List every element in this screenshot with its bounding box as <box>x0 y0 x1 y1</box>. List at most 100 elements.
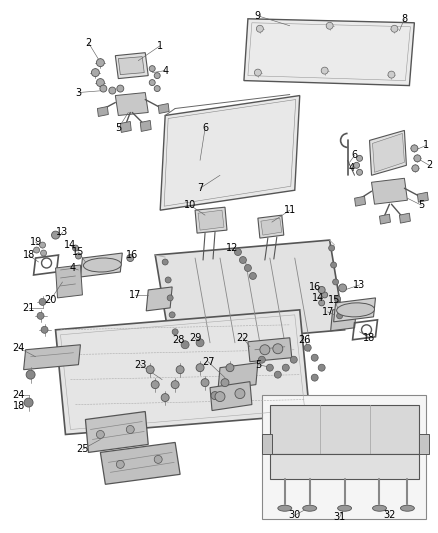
Text: 15: 15 <box>328 295 340 305</box>
Circle shape <box>290 356 297 363</box>
Text: 9: 9 <box>254 11 260 21</box>
Polygon shape <box>115 93 148 116</box>
Circle shape <box>256 25 263 32</box>
Circle shape <box>390 25 397 32</box>
Polygon shape <box>120 122 131 132</box>
Polygon shape <box>100 442 180 484</box>
Polygon shape <box>261 394 425 519</box>
Text: 6: 6 <box>201 124 208 133</box>
Text: 10: 10 <box>184 200 196 210</box>
Circle shape <box>167 295 173 301</box>
Text: 4: 4 <box>162 66 168 76</box>
Text: 6: 6 <box>351 150 357 160</box>
Circle shape <box>39 298 46 305</box>
Polygon shape <box>378 214 389 224</box>
Polygon shape <box>55 310 309 434</box>
Circle shape <box>169 312 175 318</box>
Circle shape <box>353 163 359 168</box>
Polygon shape <box>269 455 418 479</box>
Text: 20: 20 <box>44 295 57 305</box>
Polygon shape <box>371 178 406 204</box>
Circle shape <box>220 378 229 386</box>
Circle shape <box>258 356 265 363</box>
Circle shape <box>162 259 168 265</box>
Text: 30: 30 <box>288 510 300 520</box>
Polygon shape <box>418 434 428 455</box>
Text: 24: 24 <box>12 390 25 400</box>
Polygon shape <box>140 120 151 132</box>
Text: 18: 18 <box>22 250 35 260</box>
Circle shape <box>325 22 332 29</box>
Text: 16: 16 <box>126 250 138 260</box>
Polygon shape <box>155 240 344 345</box>
Circle shape <box>332 279 338 285</box>
Circle shape <box>96 78 104 86</box>
Circle shape <box>274 371 281 378</box>
Text: 26: 26 <box>298 335 310 345</box>
Circle shape <box>215 392 224 401</box>
Polygon shape <box>115 53 148 78</box>
Ellipse shape <box>372 505 385 511</box>
Text: 1: 1 <box>157 41 163 51</box>
Polygon shape <box>244 19 413 86</box>
Text: 25: 25 <box>76 445 88 455</box>
Polygon shape <box>85 411 148 453</box>
Circle shape <box>126 425 134 433</box>
Text: 17: 17 <box>129 290 141 300</box>
Ellipse shape <box>83 258 121 272</box>
Ellipse shape <box>302 505 316 511</box>
Circle shape <box>72 245 78 251</box>
Polygon shape <box>333 298 374 322</box>
Circle shape <box>356 169 362 175</box>
Circle shape <box>254 69 261 76</box>
Circle shape <box>330 262 336 268</box>
Circle shape <box>26 370 35 379</box>
Circle shape <box>234 389 244 399</box>
Polygon shape <box>158 103 169 114</box>
Polygon shape <box>260 218 281 235</box>
Text: 28: 28 <box>172 335 184 345</box>
Text: 4: 4 <box>348 163 354 173</box>
Polygon shape <box>146 287 172 311</box>
Text: 1: 1 <box>422 140 428 150</box>
Circle shape <box>410 145 417 152</box>
Text: 7: 7 <box>197 183 203 193</box>
Circle shape <box>196 364 204 372</box>
Text: 16: 16 <box>308 282 320 292</box>
Polygon shape <box>55 265 82 298</box>
Circle shape <box>311 374 318 381</box>
Circle shape <box>154 72 160 78</box>
Circle shape <box>318 300 324 306</box>
Polygon shape <box>160 95 299 210</box>
Text: 11: 11 <box>283 205 295 215</box>
Circle shape <box>75 253 81 259</box>
Text: 18: 18 <box>363 333 375 343</box>
Text: 8: 8 <box>400 14 406 24</box>
Circle shape <box>149 66 155 71</box>
Circle shape <box>40 250 46 256</box>
Circle shape <box>161 393 169 401</box>
Text: 15: 15 <box>72 247 85 257</box>
Circle shape <box>116 461 124 469</box>
Polygon shape <box>198 210 223 230</box>
Polygon shape <box>354 196 365 206</box>
Text: 22: 22 <box>236 333 249 343</box>
Circle shape <box>318 364 325 371</box>
Circle shape <box>172 329 178 335</box>
Circle shape <box>149 79 155 86</box>
Circle shape <box>117 85 124 92</box>
Circle shape <box>411 165 418 172</box>
Circle shape <box>176 366 184 374</box>
Text: 14: 14 <box>64 240 76 250</box>
Text: 21: 21 <box>22 303 35 313</box>
Text: 4: 4 <box>69 263 75 273</box>
Text: 23: 23 <box>134 360 146 370</box>
Polygon shape <box>218 362 257 390</box>
Circle shape <box>91 69 99 77</box>
Ellipse shape <box>399 505 413 511</box>
Circle shape <box>154 455 162 463</box>
Polygon shape <box>257 215 283 238</box>
Circle shape <box>127 255 134 262</box>
Text: 29: 29 <box>188 333 201 343</box>
Text: 14: 14 <box>311 293 323 303</box>
